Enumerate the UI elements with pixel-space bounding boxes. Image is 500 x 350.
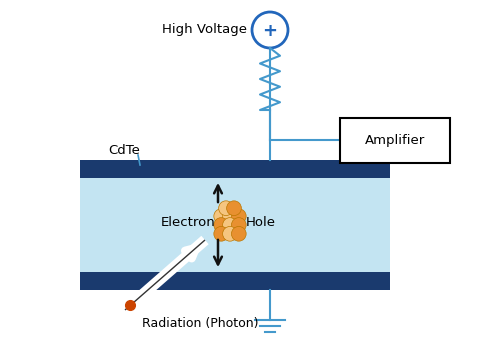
Circle shape [214, 226, 228, 241]
Circle shape [218, 201, 234, 216]
Text: Hole: Hole [246, 217, 276, 230]
Bar [340, 118, 450, 163]
Text: Electron: Electron [161, 217, 216, 230]
Circle shape [214, 209, 228, 224]
Text: Radiation (Photon): Radiation (Photon) [142, 317, 258, 330]
Text: High Voltage: High Voltage [162, 23, 247, 36]
Circle shape [226, 201, 242, 216]
Circle shape [232, 226, 246, 241]
Circle shape [232, 209, 246, 224]
Circle shape [214, 218, 228, 232]
Text: Amplifier: Amplifier [365, 134, 425, 147]
Circle shape [222, 209, 238, 224]
Circle shape [232, 218, 246, 232]
Bar [80, 272, 390, 290]
Bar [80, 160, 390, 178]
Text: +: + [262, 22, 278, 40]
Circle shape [222, 226, 238, 241]
Bar [80, 178, 390, 272]
Text: CdTe: CdTe [108, 144, 140, 156]
Bar [80, 160, 390, 290]
Circle shape [222, 218, 238, 232]
